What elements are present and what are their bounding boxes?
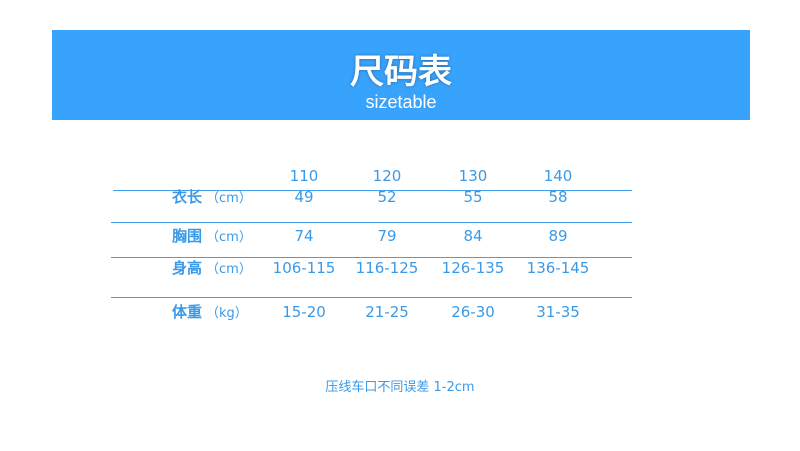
row-unit: （cm） [206, 191, 252, 206]
row-divider [113, 190, 632, 191]
row-label-text: 衣长 [172, 188, 203, 206]
footer-note: 压线车口不同误差 1-2cm [325, 380, 475, 395]
table-cell: 21-25 [365, 303, 409, 321]
table-cell: 116-125 [355, 259, 419, 277]
size-header: 110 [289, 167, 319, 185]
table-cell: 58 [548, 188, 568, 206]
row-label-text: 身高 [172, 259, 203, 277]
table-cell: 89 [548, 227, 568, 245]
table-cell: 49 [294, 188, 314, 206]
table-cell: 126-135 [441, 259, 505, 277]
row-label: 胸围 （cm） [172, 227, 252, 247]
row-divider [111, 222, 632, 223]
row-label: 衣长 （cm） [172, 188, 252, 208]
title: 尺码表 [350, 52, 452, 92]
row-label-text: 胸围 [172, 227, 203, 245]
table-cell: 74 [294, 227, 314, 245]
size-header: 140 [543, 167, 573, 185]
table-cell: 55 [463, 188, 483, 206]
table-cell: 31-35 [536, 303, 580, 321]
subtitle: sizetable [365, 92, 437, 112]
row-unit: （cm） [206, 230, 252, 245]
size-header: 130 [458, 167, 488, 185]
table-cell: 106-115 [272, 259, 336, 277]
row-unit: （kg） [206, 306, 248, 321]
row-label-text: 体重 [172, 303, 203, 321]
size-header: 120 [372, 167, 402, 185]
row-label: 体重 （kg） [172, 303, 248, 323]
row-unit: （cm） [206, 262, 252, 277]
table-cell: 15-20 [282, 303, 326, 321]
table-cell: 52 [377, 188, 397, 206]
table-cell: 84 [463, 227, 483, 245]
table-cell: 79 [377, 227, 397, 245]
row-label: 身高 （cm） [172, 259, 252, 279]
row-divider [111, 257, 632, 258]
row-divider [111, 297, 632, 298]
table-cell: 26-30 [451, 303, 495, 321]
table-cell: 136-145 [526, 259, 590, 277]
title-banner: 尺码表 sizetable [52, 30, 750, 120]
